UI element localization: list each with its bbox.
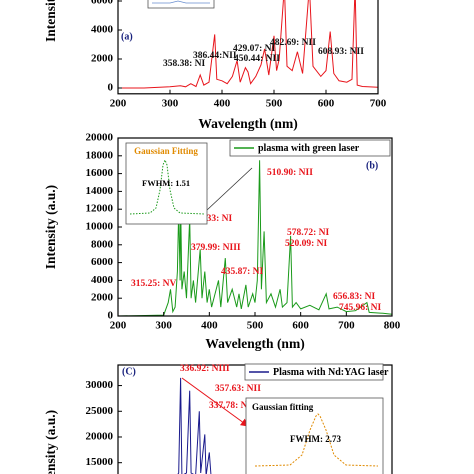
y-tick-label: 0 bbox=[108, 310, 114, 322]
y-tick-label: 16000 bbox=[86, 167, 114, 179]
y-tick-label: 4000 bbox=[91, 24, 114, 36]
y-axis-label: Intensity (a.u.) bbox=[43, 0, 58, 42]
panel-label: (a) bbox=[121, 31, 133, 42]
x-tick-label: 200 bbox=[110, 98, 127, 110]
peak-annotation: 450.44: NII bbox=[234, 54, 280, 64]
peak-annotation: 386.44:NII bbox=[193, 51, 237, 61]
spectrum-line bbox=[118, 0, 378, 89]
x-tick-label: 400 bbox=[201, 320, 218, 332]
peak-annotation: 379.99: NIII bbox=[191, 243, 241, 253]
x-tick-label: 600 bbox=[318, 98, 335, 110]
panel-label: (C) bbox=[122, 366, 136, 377]
legend-label: plasma with green laser bbox=[258, 143, 360, 154]
inset-text: FWHM: 1.51 bbox=[142, 178, 190, 188]
x-axis-label: Wavelength (nm) bbox=[205, 336, 304, 351]
x-tick-label: 200 bbox=[110, 320, 127, 332]
plot-frame bbox=[117, 0, 379, 95]
peak-annotation: 520.09: NI bbox=[285, 239, 328, 249]
x-tick-label: 700 bbox=[370, 98, 387, 110]
y-tick-label: 10000 bbox=[86, 221, 114, 233]
x-tick-label: 300 bbox=[162, 98, 179, 110]
y-tick-label: 2000 bbox=[91, 292, 114, 304]
x-tick-label: 400 bbox=[214, 98, 231, 110]
x-tick-label: 300 bbox=[155, 320, 172, 332]
peak-annotation: 337.78: NII bbox=[209, 401, 255, 411]
peak-annotation: 358.38: NI bbox=[163, 59, 206, 69]
y-tick-label: 12000 bbox=[86, 203, 114, 215]
y-tick-label: 14000 bbox=[86, 185, 114, 197]
peak-annotation: 482.69: NII bbox=[270, 38, 316, 48]
peak-annotation: 336.92: NIII bbox=[180, 364, 230, 374]
x-axis-label: Wavelength (nm) bbox=[198, 116, 297, 131]
y-tick-label: 6000 bbox=[91, 0, 114, 7]
y-tick-label: 0 bbox=[108, 82, 114, 94]
x-tick-label: 500 bbox=[266, 98, 283, 110]
panel-label: (b) bbox=[366, 160, 378, 171]
inset-c: Gaussian fitting FWHM: 2.73 bbox=[181, 377, 384, 474]
peak-annotation: 745.96: NI bbox=[339, 303, 382, 313]
legend-box bbox=[229, 139, 391, 157]
x-tick-label: 800 bbox=[384, 320, 401, 332]
inset-a bbox=[147, 0, 215, 9]
peak-annotation: 429.07: NI bbox=[233, 44, 276, 54]
y-tick-label: 20000 bbox=[86, 431, 114, 443]
peak-annotation: 315.25: NV bbox=[131, 279, 177, 289]
inset-title: Gaussian fitting bbox=[252, 402, 314, 412]
y-tick-label: 2000 bbox=[91, 53, 114, 65]
legend-box bbox=[244, 363, 384, 381]
y-tick-label: 15000 bbox=[86, 456, 114, 468]
peak-annotation: 578.72: NI bbox=[287, 228, 330, 238]
y-axis-label: Intensity (a.u.) bbox=[43, 185, 58, 269]
inset-title: Gaussian Fitting bbox=[134, 146, 198, 156]
legend-label: Plasma with Nd:YAG laser bbox=[273, 367, 389, 378]
y-tick-label: 4000 bbox=[91, 274, 114, 286]
y-tick-label: 8000 bbox=[91, 238, 114, 250]
x-tick-label: 700 bbox=[338, 320, 355, 332]
peak-annotation: 435.87: NI bbox=[221, 267, 264, 277]
y-tick-label: 30000 bbox=[86, 379, 114, 391]
peak-annotation: 656.83: NI bbox=[333, 292, 376, 302]
peak-annotation: 608.93: NII bbox=[318, 47, 364, 57]
inset-text: FWHM: 2.73 bbox=[290, 434, 341, 444]
spectrum-line bbox=[118, 160, 392, 316]
inset-b: Gaussian Fitting FWHM: 1.51 bbox=[125, 142, 253, 225]
y-tick-label: 18000 bbox=[86, 149, 114, 161]
peak-annotation: 357.33: NI bbox=[190, 214, 233, 224]
y-tick-label: 6000 bbox=[91, 256, 114, 268]
y-tick-label: 20000 bbox=[86, 132, 114, 144]
x-tick-label: 500 bbox=[247, 320, 264, 332]
y-axis-label: Intensity (a.u.) bbox=[43, 410, 58, 474]
spectrum-line bbox=[177, 377, 212, 474]
peak-annotation: 357.63: NII bbox=[215, 384, 261, 394]
peak-annotation: 510.90: NII bbox=[267, 168, 313, 178]
y-tick-label: 25000 bbox=[86, 405, 114, 417]
x-tick-label: 600 bbox=[292, 320, 309, 332]
